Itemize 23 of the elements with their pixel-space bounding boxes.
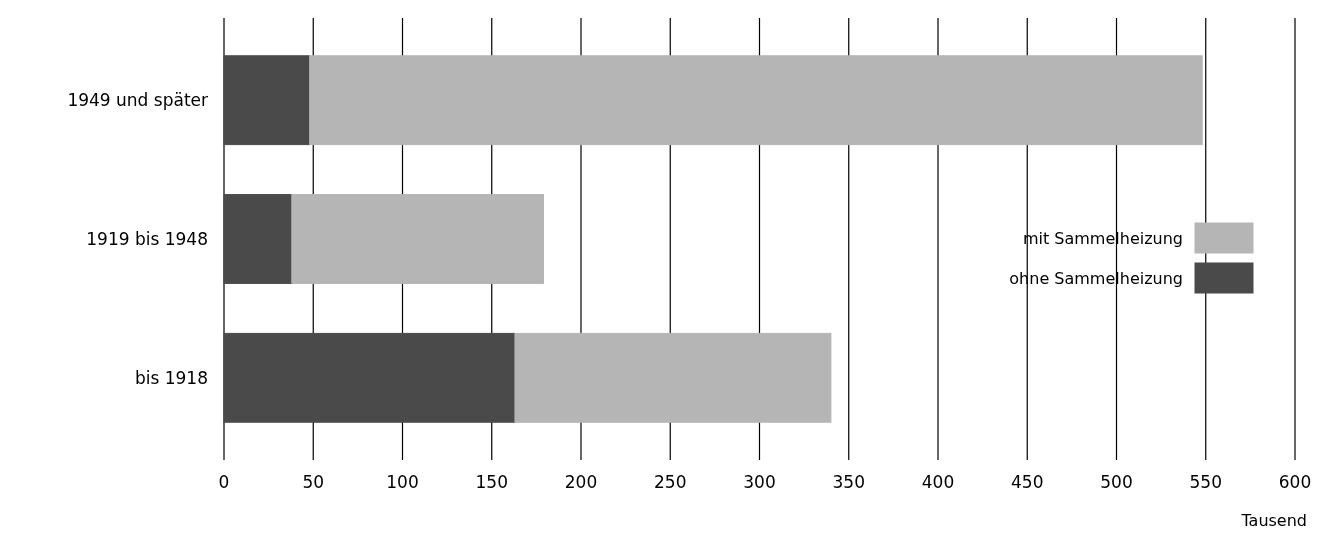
x-tick-label: 50	[302, 472, 325, 492]
y-tick-label: 1949 und später	[67, 90, 209, 111]
x-tick-label: 250	[654, 472, 687, 492]
x-tick-label: 300	[743, 472, 776, 492]
bar	[291, 194, 545, 284]
y-tick-label: 1919 bis 1948	[86, 229, 208, 249]
x-axis-title: Tausend	[1240, 511, 1307, 530]
x-tick-label: 350	[832, 472, 865, 492]
x-tick-label: 450	[1011, 472, 1044, 492]
x-tick-label: 550	[1189, 472, 1222, 492]
x-tick-label: 100	[386, 472, 419, 492]
x-tick-label: 200	[564, 472, 598, 492]
bar	[514, 332, 832, 423]
y-tick-label: bis 1918	[134, 367, 208, 388]
bar	[223, 194, 293, 284]
bar	[223, 332, 516, 423]
x-tick-label: 0	[218, 472, 230, 492]
x-tick-label: 600	[1278, 472, 1312, 492]
x-tick-label: 500	[1100, 472, 1133, 492]
x-tick-label: 150	[475, 472, 508, 492]
x-tick-label: 400	[921, 472, 955, 492]
bar	[223, 55, 311, 146]
bar	[309, 55, 1203, 146]
